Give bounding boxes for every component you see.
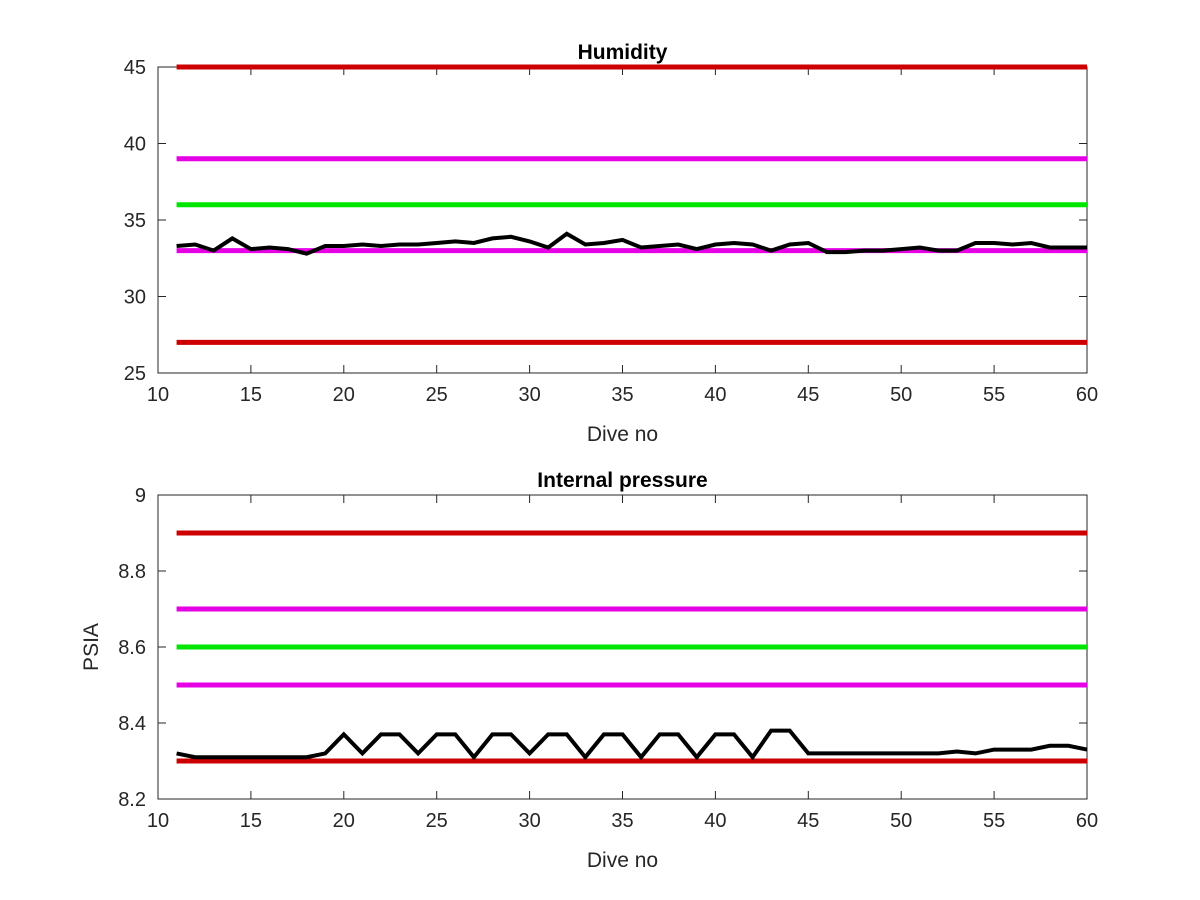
x-axis-label: Dive no [587,849,658,872]
humidity-plot: 10 15 20 25 30 35 40 45 50 55 60 25 30 35 40 45 Humidity… [124,41,1098,446]
y-axis-label: PSIA [80,623,103,671]
x-tick-label: 30 [518,384,540,406]
x-tick-label: 15 [240,810,262,832]
chart-title: Internal pressure [537,469,707,492]
y-tick-label: 8.2 [118,789,146,811]
x-tick-label: 10 [147,810,169,832]
data-series-line [176,231,1087,256]
y-tick-label: 30 [124,287,146,309]
x-tick-label: 55 [983,810,1005,832]
y-tick-label: 9 [135,485,146,507]
x-tick-label: 25 [426,384,448,406]
x-tick-label: 10 [147,384,169,406]
y-tick-label: 25 [124,363,146,385]
x-tick-label: 50 [890,810,912,832]
y-tick-label: 8.8 [118,561,146,583]
y-tick-label: 8.6 [118,637,146,659]
x-tick-label: 30 [518,810,540,832]
x-tick-label: 35 [611,384,633,406]
x-tick-label: 15 [240,384,262,406]
chart-title: Humidity [578,41,668,64]
x-tick-label: 35 [611,810,633,832]
y-tick-label: 8.4 [118,713,146,735]
x-tick-label: 50 [890,384,912,406]
y-tick-label: 45 [124,57,146,79]
x-tick-label: 45 [797,810,819,832]
x-tick-label: 20 [333,384,355,406]
x-tick-label: 40 [704,384,726,406]
x-tick-label: 45 [797,384,819,406]
x-tick-label: 25 [426,810,448,832]
data-series-line [176,728,1088,761]
y-tick-label: 40 [124,134,146,156]
axes-box [157,66,1088,374]
x-axis-label: Dive no [587,423,658,446]
x-tick-label: 40 [704,810,726,832]
x-tick-label: 60 [1076,384,1098,406]
y-tick-label: 35 [124,210,146,232]
x-tick-label: 60 [1076,810,1098,832]
internal-pressure-plot: 10 15 20 25 30 35 40 45 50 55 60 8.2 8.4 8.6 8.8 9 Inter… [80,469,1098,872]
x-tick-label: 55 [983,384,1005,406]
x-tick-label: 20 [333,810,355,832]
